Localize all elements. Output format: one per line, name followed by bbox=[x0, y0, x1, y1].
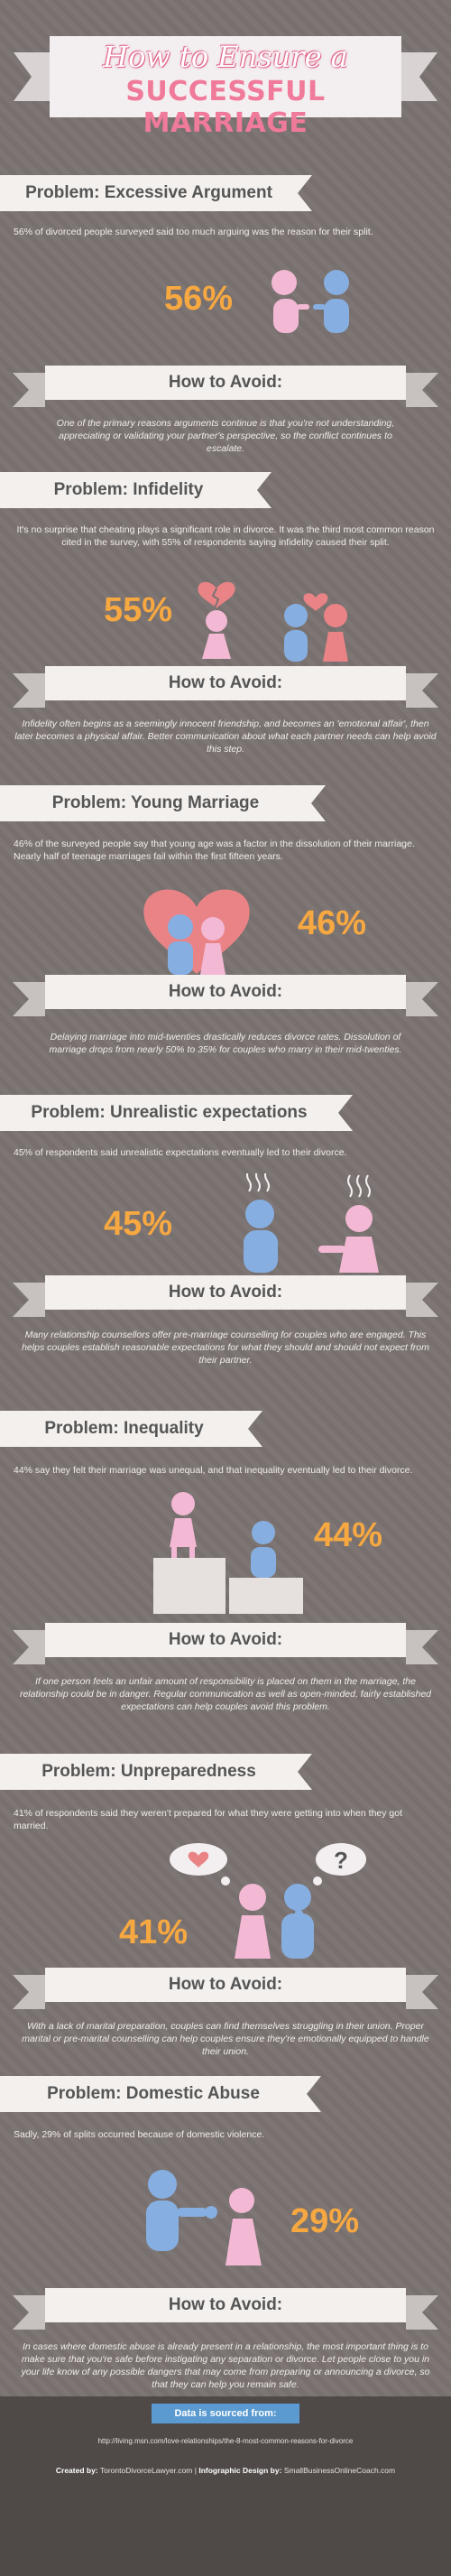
advice-text: Many relationship counsellors offer pre-… bbox=[22, 1330, 429, 1366]
credits-separator: | bbox=[194, 2466, 197, 2475]
heart-icon bbox=[303, 593, 328, 611]
how-to-avoid-label: How to Avoid: bbox=[168, 1630, 283, 1649]
title-line1: How to Ensure a bbox=[103, 40, 348, 74]
young-couple-heart-illustration bbox=[143, 889, 250, 975]
problem-banner-inequality: Problem: Inequality bbox=[0, 1411, 262, 1447]
credits: Created by: TorontoDivorceLawyer.com | I… bbox=[9, 2466, 442, 2475]
frustrated-couple-illustration bbox=[244, 1173, 379, 1273]
percent-stat: 55% bbox=[104, 591, 173, 629]
advice-text: In cases where domestic abuse is already… bbox=[21, 2341, 430, 2390]
problem-title: Problem: Young Marriage bbox=[51, 793, 260, 812]
footer bbox=[0, 2396, 451, 2576]
problem-text: 56% of divorced people surveyed said too… bbox=[14, 227, 373, 237]
problem-banner-unrealistic-expectations: Problem: Unrealistic expectations bbox=[0, 1095, 353, 1131]
percent-stat: 46% bbox=[298, 904, 367, 942]
how-to-avoid-banner: How to Avoid: bbox=[13, 2288, 438, 2330]
how-to-avoid-banner: How to Avoid: bbox=[13, 975, 438, 1016]
problem-text: Sadly, 29% of splits occurred because of… bbox=[14, 2129, 265, 2140]
steam-icon bbox=[347, 1174, 371, 1198]
source-link[interactable]: http://living.msn.com/love-relationships… bbox=[97, 2437, 354, 2445]
steam-icon bbox=[246, 1173, 270, 1192]
domestic-abuse-illustration bbox=[146, 2170, 262, 2266]
source-badge: Data is sourced from: bbox=[152, 2404, 299, 2423]
inequality-podium-illustration bbox=[153, 1492, 303, 1614]
problem-title: Problem: Unrealistic expectations bbox=[31, 1103, 308, 1122]
created-by-link[interactable]: TorontoDivorceLawyer.com bbox=[99, 2466, 193, 2475]
problem-text: 44% say they felt their marriage was une… bbox=[14, 1465, 413, 1476]
problem-banner-young-marriage: Problem: Young Marriage bbox=[0, 785, 326, 821]
heart-icon bbox=[143, 889, 250, 974]
percent-stat: 44% bbox=[314, 1516, 383, 1554]
problem-text: 41% of respondents said they weren't pre… bbox=[14, 1808, 403, 1831]
how-to-avoid-label: How to Avoid: bbox=[168, 1283, 283, 1302]
problem-banner-infidelity: Problem: Infidelity bbox=[0, 472, 272, 508]
how-to-avoid-banner: How to Avoid: bbox=[13, 1968, 438, 2009]
problem-text: 46% of the surveyed people say that youn… bbox=[14, 839, 415, 862]
problem-title: Problem: Inequality bbox=[44, 1419, 204, 1438]
how-to-avoid-label: How to Avoid: bbox=[168, 2295, 283, 2314]
percent-stat: 56% bbox=[164, 280, 234, 318]
how-to-avoid-label: How to Avoid: bbox=[168, 1975, 283, 1994]
arguing-couple-illustration bbox=[272, 270, 349, 333]
design-by-link[interactable]: SmallBusinessOnlineCoach.com bbox=[283, 2466, 396, 2475]
how-to-avoid-banner: How to Avoid: bbox=[13, 366, 438, 407]
how-to-avoid-label: How to Avoid: bbox=[168, 673, 283, 692]
how-to-avoid-banner: How to Avoid: bbox=[13, 1275, 438, 1317]
problem-text: It's no surprise that cheating plays a s… bbox=[16, 524, 435, 548]
percent-stat: 29% bbox=[290, 2202, 360, 2240]
advice-text: With a lack of marital preparation, coup… bbox=[22, 2021, 429, 2057]
advice-text: Delaying marriage into mid-twenties dras… bbox=[49, 1032, 402, 1055]
problem-title: Problem: Infidelity bbox=[53, 480, 204, 499]
problem-banner-excessive-argument: Problem: Excessive Argument bbox=[0, 175, 312, 211]
problem-title: Problem: Domestic Abuse bbox=[47, 2084, 260, 2103]
cheating-couple-illustration bbox=[284, 593, 348, 662]
problem-text: 45% of respondents said unrealistic expe… bbox=[14, 1147, 347, 1158]
heart-icon bbox=[188, 1851, 209, 1867]
how-to-avoid-banner: How to Avoid: bbox=[13, 666, 438, 708]
problem-banner-domestic-abuse: Problem: Domestic Abuse bbox=[0, 2076, 321, 2112]
problem-title: Problem: Unpreparedness bbox=[41, 1762, 256, 1781]
question-icon: ? bbox=[334, 1847, 348, 1874]
problem-banner-unpreparedness: Problem: Unpreparedness bbox=[0, 1754, 312, 1790]
advice-text: One of the primary reasons arguments con… bbox=[56, 418, 395, 454]
broken-heart-icon bbox=[198, 581, 235, 608]
how-to-avoid-label: How to Avoid: bbox=[168, 373, 283, 392]
title-line2: SUCCESSFUL MARRIAGE bbox=[125, 76, 326, 139]
percent-stat: 41% bbox=[119, 1913, 189, 1951]
unprepared-couple-illustration: ? bbox=[170, 1843, 366, 1959]
percent-stat: 45% bbox=[104, 1205, 173, 1243]
advice-text: Infidelity often begins as a seemingly i… bbox=[14, 718, 437, 755]
how-to-avoid-label: How to Avoid: bbox=[168, 982, 283, 1001]
design-by-label: Infographic Design by: bbox=[198, 2466, 282, 2475]
created-by-label: Created by: bbox=[55, 2466, 98, 2475]
problem-title: Problem: Excessive Argument bbox=[25, 183, 272, 202]
podium-icon bbox=[153, 1558, 303, 1614]
how-to-avoid-banner: How to Avoid: bbox=[13, 1623, 438, 1664]
advice-text: If one person feels an unfair amount of … bbox=[19, 1676, 432, 1712]
title-banner: How to Ensure a SUCCESSFUL MARRIAGE bbox=[14, 36, 437, 139]
heartbroken-woman-illustration bbox=[198, 581, 235, 659]
